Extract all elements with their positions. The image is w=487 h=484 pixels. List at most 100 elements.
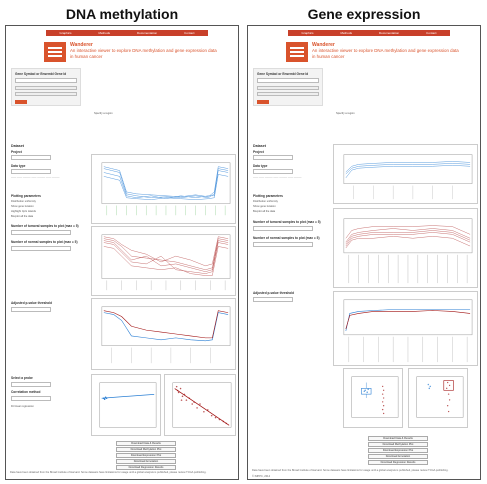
download-data-button[interactable]: Download Data & Results: [116, 441, 176, 446]
expression-app-screenshot: Graphics Methods Documentation Contact W…: [247, 25, 481, 480]
nav-item-contact[interactable]: Contact: [184, 31, 195, 35]
normal-samples-input[interactable]: [11, 246, 71, 251]
nav-item-methods[interactable]: Methods: [98, 31, 110, 35]
gene-input[interactable]: [15, 78, 77, 83]
tumor-samples-label: Number of tumoral samples to plot (max =…: [11, 224, 79, 228]
download-regression-button[interactable]: Download Regression Results: [368, 460, 428, 465]
data-type-select[interactable]: [11, 169, 51, 174]
specify-region-checkbox[interactable]: Specify a region: [94, 112, 113, 115]
gene-info-line: [257, 92, 319, 96]
wanderer-logo: [44, 42, 66, 62]
tumor-regression-plot: [164, 374, 236, 436]
methylation-profile-plot: [91, 154, 236, 224]
tumor-boxplot: [408, 368, 468, 428]
option-boxplot[interactable]: Boxplot all the data: [11, 215, 34, 218]
mean-methylation-plot: [91, 298, 236, 370]
option-cpg-islands[interactable]: Highlight CpG islands: [11, 210, 36, 213]
tumor-expression-svg: [343, 218, 473, 284]
pvalue-select[interactable]: [253, 297, 293, 302]
project-label: Project: [11, 150, 22, 154]
app-header: Wanderer An interactive viewer to explor…: [44, 42, 234, 64]
tumor-regression-svg: [172, 382, 232, 428]
download-expression-plot-button[interactable]: Download Expression Plot: [368, 448, 428, 453]
probe-label: Select a probe: [11, 376, 33, 380]
download-annotation-button[interactable]: Download Annotation: [368, 454, 428, 459]
submit-button[interactable]: [257, 100, 269, 104]
regression-checkbox[interactable]: Fit linear regression: [11, 405, 34, 408]
normal-samples-label: Number of normal samples to plot (max = …: [253, 236, 320, 240]
data-type-label: Data type: [253, 164, 268, 168]
normal-expression-plot: [333, 144, 478, 204]
normal-samples-input[interactable]: [253, 242, 313, 247]
nav-item-methods[interactable]: Methods: [340, 31, 352, 35]
normal-boxplot-svg: [351, 376, 399, 418]
probe-select[interactable]: [11, 382, 51, 387]
tumor-boxplot-svg: [416, 376, 464, 418]
gene-label: Gene Symbol or Ensembl Gene Id: [257, 72, 309, 76]
plotting-label: Plotting parameters: [11, 194, 41, 198]
gene-input-panel: Gene Symbol or Ensembl Gene Id: [11, 68, 81, 106]
gene-input-panel: Gene Symbol or Ensembl Gene Id: [253, 68, 323, 106]
wanderer-logo: [286, 42, 308, 62]
data-type-help: —— —— ——— —— ——— —— ———: [11, 176, 60, 179]
app-name: Wanderer: [70, 42, 93, 48]
correlation-label: Correlation method: [11, 390, 41, 394]
nav-item-documentation[interactable]: Documentation: [378, 31, 400, 35]
option-boxplot[interactable]: Boxplot all the data: [253, 210, 276, 213]
app-header: Wanderer An interactive viewer to explor…: [286, 42, 476, 64]
normal-samples-label: Number of normal samples to plot (max = …: [11, 240, 78, 244]
normal-regression-svg: [99, 382, 157, 428]
submit-button[interactable]: [15, 100, 27, 104]
project-label: Project: [253, 150, 264, 154]
data-type-help: —— —— ——— —— ——— —— ———: [253, 176, 302, 179]
pvalue-label: Adjusted p-value threshold: [253, 291, 295, 295]
navbar: Graphics Methods Documentation Contact: [288, 30, 450, 36]
app-tagline: An interactive viewer to explore DNA met…: [312, 48, 459, 59]
nav-item-graphics[interactable]: Graphics: [301, 31, 314, 35]
methylation-panel-title: DNA methylation: [65, 6, 179, 22]
data-type-label: Data type: [11, 164, 26, 168]
normal-expression-svg: [343, 154, 473, 200]
pvalue-label: Adjusted p-value threshold: [11, 301, 53, 305]
nav-item-contact[interactable]: Contact: [426, 31, 437, 35]
option-distribution[interactable]: Distribution uniformity: [253, 200, 278, 203]
tumor-expression-plot: [333, 208, 478, 288]
correlation-select[interactable]: [11, 396, 51, 401]
download-annotation-button[interactable]: Download Annotation: [116, 459, 176, 464]
tumor-samples-label: Number of tumoral samples to plot (max =…: [253, 220, 321, 224]
mean-expression-plot: [333, 291, 478, 366]
dataset-label: Dataset: [253, 144, 266, 148]
option-distribution[interactable]: Distribution uniformity: [11, 200, 36, 203]
specify-region-checkbox[interactable]: Specify a region: [336, 112, 355, 115]
tumor-methylation-plot: [91, 226, 236, 296]
normal-boxplot: [343, 368, 403, 428]
option-gene-location[interactable]: Show gene location: [11, 205, 34, 208]
data-type-select[interactable]: [253, 169, 293, 174]
option-gene-location[interactable]: Show gene location: [253, 205, 276, 208]
download-regression-button[interactable]: Download Regression Results: [116, 465, 176, 470]
download-methylation-plot-button[interactable]: Download Methylation Plot: [116, 447, 176, 452]
download-expression-plot-button[interactable]: Download Expression Plot: [116, 453, 176, 458]
copyright: © IMPPC, 2014: [252, 475, 271, 478]
gene-label: Gene Symbol or Ensembl Gene Id: [15, 72, 67, 76]
tumor-samples-input[interactable]: [11, 230, 71, 235]
pvalue-select[interactable]: [11, 307, 51, 312]
app-tagline: An interactive viewer to explore DNA met…: [70, 48, 217, 59]
gene-info-line: [15, 92, 77, 96]
nav-item-documentation[interactable]: Documentation: [136, 31, 158, 35]
mean-methylation-svg: [101, 306, 231, 364]
gene-info-line: [257, 86, 319, 90]
project-select[interactable]: [253, 155, 293, 160]
footer-note: Data have been obtained from the Broad I…: [252, 469, 449, 472]
app-name: Wanderer: [312, 42, 335, 48]
gene-input[interactable]: [257, 78, 319, 83]
navbar: Graphics Methods Documentation Contact: [46, 30, 208, 36]
project-select[interactable]: [11, 155, 51, 160]
tumor-methylation-svg: [101, 234, 231, 291]
tumor-samples-input[interactable]: [253, 226, 313, 231]
dataset-label: Dataset: [11, 144, 24, 148]
nav-item-graphics[interactable]: Graphics: [59, 31, 72, 35]
download-data-button[interactable]: Download Data & Results: [368, 436, 428, 441]
mean-expression-svg: [343, 299, 473, 363]
download-methylation-plot-button[interactable]: Download Methylation Plot: [368, 442, 428, 447]
